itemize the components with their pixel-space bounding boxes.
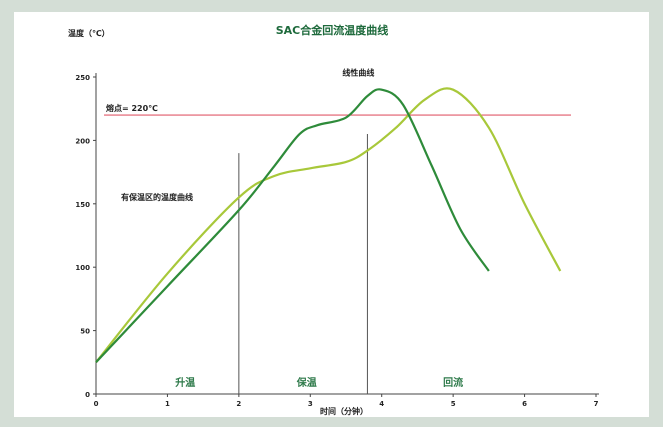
x-axis-label: 时间（分钟） bbox=[320, 406, 368, 416]
y-tick-label: 250 bbox=[75, 74, 90, 82]
x-tick-label: 2 bbox=[236, 400, 241, 408]
y-tick-label: 200 bbox=[75, 137, 90, 145]
x-tick-label: 3 bbox=[308, 400, 313, 408]
reflow-profile-chart: SAC合金回流温度曲线 温度（℃） 时间（分钟） 0 1 2 3 4 5 6 7 0 50 100 1… bbox=[68, 23, 599, 416]
x-tick-label: 1 bbox=[165, 400, 170, 408]
series-line-soak bbox=[95, 87, 562, 363]
curve-annotation: 有保温区的温度曲线 bbox=[121, 192, 193, 202]
phase-label: 保温 bbox=[296, 376, 317, 389]
curve-annotation: 线性曲线 bbox=[342, 68, 374, 78]
series-line-linear bbox=[95, 88, 490, 364]
x-tick-label: 4 bbox=[379, 400, 384, 408]
phase-label: 升温 bbox=[175, 376, 195, 389]
x-tick-label: 7 bbox=[594, 400, 599, 408]
x-tick-label: 5 bbox=[451, 400, 456, 408]
x-tick-label: 6 bbox=[522, 400, 527, 408]
y-tick-label: 0 bbox=[85, 391, 90, 399]
phase-label: 回流 bbox=[443, 376, 463, 389]
chart-frame: SAC合金回流温度曲线 温度（℃） 时间（分钟） 0 1 2 3 4 5 6 7 0 50 100 1… bbox=[14, 12, 649, 417]
y-tick-label: 100 bbox=[75, 264, 90, 272]
y-axis-label: 温度（℃） bbox=[68, 28, 110, 38]
x-tick-label: 0 bbox=[94, 400, 99, 408]
y-tick-label: 50 bbox=[80, 328, 90, 336]
chart-title: SAC合金回流温度曲线 bbox=[276, 23, 389, 37]
melting-point-label: 熔点= 220℃ bbox=[106, 103, 158, 113]
y-tick-label: 150 bbox=[75, 201, 90, 209]
